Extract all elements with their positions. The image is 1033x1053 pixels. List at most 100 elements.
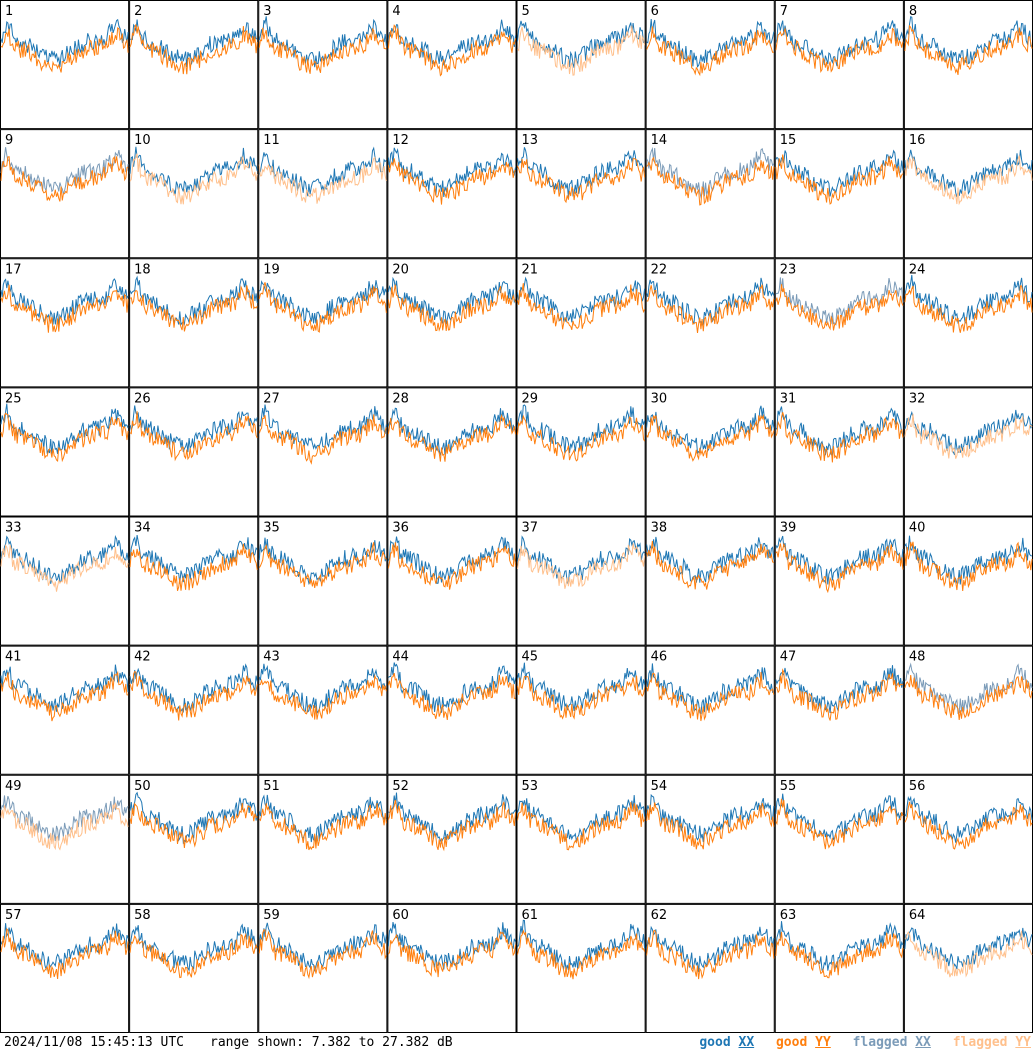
panel-38: 38 bbox=[645, 516, 775, 646]
panel-label: 60 bbox=[392, 908, 409, 923]
panel-3-yy-line bbox=[258, 27, 387, 74]
panel-38-yy-line bbox=[646, 540, 775, 590]
panel-46-xx-line bbox=[646, 663, 775, 715]
panel-13-yy-line bbox=[517, 157, 646, 204]
panel-label: 57 bbox=[5, 908, 22, 923]
panel-51-yy-line bbox=[258, 803, 387, 851]
panel-label: 48 bbox=[909, 650, 926, 665]
panel-label: 7 bbox=[780, 4, 788, 19]
panel-label: 59 bbox=[263, 908, 280, 923]
panel-23-yy-line bbox=[775, 284, 904, 331]
panel-32-xx-line bbox=[904, 409, 1033, 456]
panel-label: 44 bbox=[392, 650, 409, 665]
panel-7: 7 bbox=[774, 0, 904, 130]
panel-54-yy-line bbox=[646, 802, 775, 850]
panel-frame bbox=[903, 0, 1033, 130]
panel-15: 15 bbox=[774, 129, 904, 259]
panel-label: 64 bbox=[909, 908, 926, 923]
panel-frame bbox=[903, 903, 1033, 1033]
panel-47-yy-line bbox=[775, 668, 904, 721]
panel-35-xx-line bbox=[258, 537, 387, 585]
panel-frame bbox=[645, 645, 775, 775]
panel-40-yy-line bbox=[904, 541, 1033, 592]
panel-14-yy-line bbox=[646, 156, 775, 206]
panel-52-yy-line bbox=[387, 799, 516, 852]
panel-48: 48 bbox=[903, 645, 1033, 775]
panel-29-yy-line bbox=[517, 414, 646, 462]
panel-frame bbox=[774, 645, 904, 775]
panel-frame bbox=[903, 258, 1033, 388]
panel-frame bbox=[516, 258, 646, 388]
panel-19: 19 bbox=[258, 258, 388, 388]
panel-frame bbox=[129, 903, 259, 1033]
panel-37: 37 bbox=[516, 516, 646, 646]
panel-frame bbox=[258, 129, 388, 259]
panel-63-xx-line bbox=[775, 921, 904, 971]
panel-label: 50 bbox=[134, 779, 151, 794]
panel-35-yy-line bbox=[258, 542, 387, 588]
panel-20: 20 bbox=[387, 258, 517, 388]
panel-27-yy-line bbox=[258, 414, 387, 465]
panel-56: 56 bbox=[903, 774, 1033, 904]
panel-28: 28 bbox=[387, 387, 517, 517]
panel-26-yy-line bbox=[129, 411, 258, 462]
panel-56-yy-line bbox=[904, 801, 1033, 850]
panel-frame bbox=[774, 387, 904, 517]
panel-40-xx-line bbox=[904, 535, 1033, 585]
panel-28-xx-line bbox=[387, 407, 516, 456]
panel-16-yy-line bbox=[904, 155, 1033, 206]
panel-label: 22 bbox=[651, 262, 668, 277]
panel-49: 49 bbox=[0, 774, 130, 904]
panel-48-xx-line bbox=[904, 662, 1033, 715]
panel-frame bbox=[645, 774, 775, 904]
panel-frame bbox=[516, 903, 646, 1033]
panel-6: 6 bbox=[645, 0, 775, 130]
panel-label: 14 bbox=[651, 133, 668, 148]
panel-21-yy-line bbox=[517, 283, 646, 330]
panel-26: 26 bbox=[129, 387, 259, 517]
panel-label: 52 bbox=[392, 779, 409, 794]
panel-25: 25 bbox=[0, 387, 130, 517]
panel-24: 24 bbox=[903, 258, 1033, 388]
panel-45-yy-line bbox=[517, 675, 646, 720]
panel-7-yy-line bbox=[775, 27, 904, 74]
panel-frame bbox=[645, 0, 775, 130]
panel-frame bbox=[516, 516, 646, 646]
panel-41: 41 bbox=[0, 645, 130, 775]
panel-label: 42 bbox=[134, 650, 151, 665]
panel-44-xx-line bbox=[388, 662, 516, 713]
panel-15-yy-line bbox=[775, 154, 904, 205]
panel-label: 17 bbox=[5, 262, 22, 277]
panel-58: 58 bbox=[129, 903, 259, 1033]
panel-18-yy-line bbox=[129, 285, 258, 332]
panel-5-yy-line bbox=[517, 25, 646, 76]
panel-31-xx-line bbox=[775, 406, 904, 457]
panel-label: 25 bbox=[5, 391, 22, 406]
panel-32-yy-line bbox=[904, 413, 1033, 459]
panel-43: 43 bbox=[258, 645, 388, 775]
panel-label: 46 bbox=[651, 650, 668, 665]
panel-45: 45 bbox=[516, 645, 646, 775]
panel-label: 51 bbox=[263, 779, 280, 794]
panel-62: 62 bbox=[645, 903, 775, 1033]
panel-21-xx-line bbox=[517, 276, 646, 323]
panel-33-yy-line bbox=[0, 544, 129, 592]
panel-9-xx-line bbox=[0, 147, 129, 196]
panel-48-yy-line bbox=[904, 675, 1033, 720]
panel-64-xx-line bbox=[904, 927, 1033, 970]
panel-label: 34 bbox=[134, 521, 151, 536]
panel-label: 58 bbox=[134, 908, 151, 923]
panel-label: 4 bbox=[392, 4, 400, 19]
range-shown: range shown: 7.382 to 27.382 dB bbox=[210, 1035, 453, 1050]
panel-50-xx-line bbox=[129, 791, 258, 845]
panel-frame bbox=[645, 129, 775, 259]
panel-23-xx-line bbox=[775, 277, 904, 326]
panel-5: 5 bbox=[516, 0, 646, 130]
panel-43-xx-line bbox=[258, 663, 387, 714]
panel-label: 53 bbox=[522, 779, 539, 794]
panel-frame bbox=[645, 258, 775, 388]
panel-41-xx-line bbox=[0, 664, 129, 712]
panel-label: 56 bbox=[909, 779, 926, 794]
panel-label: 13 bbox=[522, 133, 539, 148]
panel-50: 50 bbox=[129, 774, 259, 904]
